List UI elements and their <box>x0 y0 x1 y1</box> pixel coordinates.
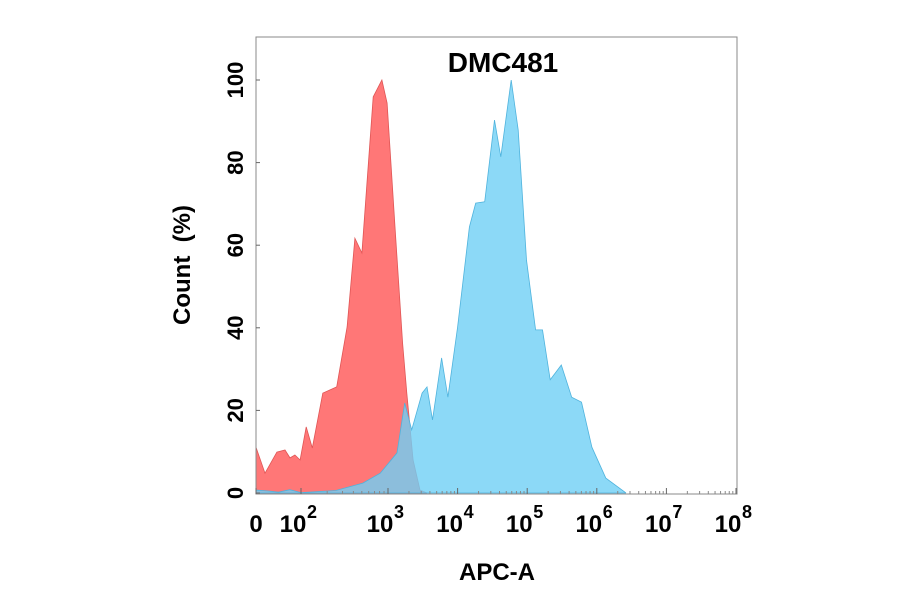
x-tick-exponent: 2 <box>307 502 317 522</box>
x-tick-label: 10 <box>436 511 463 538</box>
y-tick-label: 20 <box>223 398 248 422</box>
y-tick-label: 60 <box>223 233 248 257</box>
y-tick-label: 100 <box>223 62 248 99</box>
y-axis-label: Count (%) <box>169 205 196 325</box>
x-axis-label: APC-A <box>459 559 535 586</box>
x-tick-label: 10 <box>367 511 394 538</box>
y-tick-label: 80 <box>223 150 248 174</box>
plot-area <box>255 78 627 494</box>
x-tick-exponent: 8 <box>742 502 752 522</box>
x-tick-exponent: 3 <box>394 502 404 522</box>
x-tick-exponent: 7 <box>672 502 682 522</box>
x-tick-exponent: 5 <box>533 502 543 522</box>
chart-title: DMC481 <box>448 47 558 78</box>
x-tick-label: 10 <box>280 511 307 538</box>
y-tick-label: 0 <box>223 487 248 499</box>
plot-frame <box>255 36 738 495</box>
y-tick-label: 40 <box>223 316 248 340</box>
histogram-series-2 <box>255 79 627 494</box>
x-tick-exponent: 4 <box>464 502 474 522</box>
x-tick-exponent: 6 <box>603 502 613 522</box>
x-tick-label: 0 <box>249 511 262 538</box>
x-tick-label: 10 <box>645 511 672 538</box>
x-tick-label: 10 <box>715 511 742 538</box>
x-tick-label: 10 <box>575 511 602 538</box>
x-tick-label: 10 <box>506 511 533 538</box>
